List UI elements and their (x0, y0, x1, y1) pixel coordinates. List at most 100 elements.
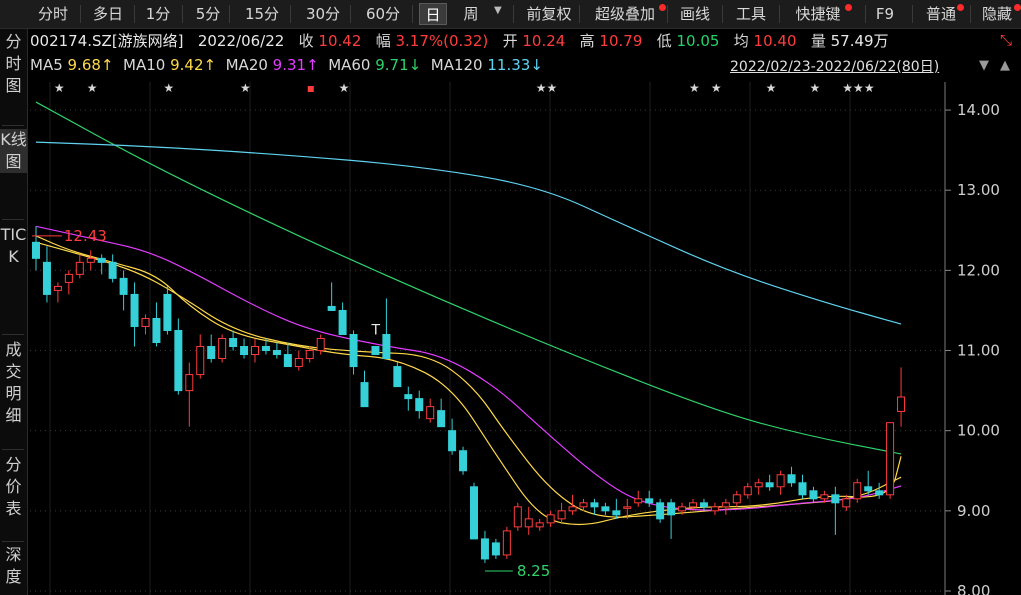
toolbar-tool-0[interactable]: 前复权 (526, 5, 572, 23)
toolbar-divider (290, 5, 291, 23)
toolbar-divider (865, 5, 866, 23)
view-sidebar: 分时图 K线图 TICK 成交明细分价表深度 (0, 29, 28, 595)
range-dropdown-caret-icon[interactable]: ▼ (979, 58, 989, 73)
toolbar-tool-7[interactable]: 隐藏 (981, 5, 1012, 23)
close-label: 收 (298, 32, 314, 50)
toolbar-tool-4[interactable]: 快捷键 (795, 5, 841, 23)
candle-body-down (765, 482, 774, 488)
event-star-icon: ★ (163, 81, 174, 95)
ma-legend-value-4: 11.33↓ (487, 56, 543, 74)
candle-body-down (491, 542, 500, 556)
sidebar-divider (2, 219, 24, 220)
event-star-icon: ★ (240, 81, 251, 95)
event-star-icon: ★★★ (842, 81, 874, 95)
toolbar-tool-6[interactable]: 普通 (925, 5, 956, 23)
event-star-icon: ★ (54, 81, 65, 95)
candle-body-down (371, 346, 380, 356)
event-star-icon: ★ (87, 81, 98, 95)
event-flag-icon (307, 86, 314, 92)
candle-body-up (853, 482, 862, 500)
candle-body-down (97, 257, 106, 263)
toolbar-tool-2[interactable]: 画线 (679, 5, 710, 23)
candle-body-up (64, 273, 73, 283)
period-tab-8[interactable]: 周 (463, 5, 479, 23)
toolbar-tool-3[interactable]: 工具 (735, 5, 766, 23)
toolbar-divider (912, 5, 913, 23)
candle-body-down (787, 474, 796, 484)
candle-body-down (108, 261, 117, 279)
period-tab-1[interactable]: 多日 (92, 5, 123, 23)
sidebar-tab-3[interactable]: 成交明细 (5, 340, 22, 425)
candle-body-down (459, 450, 468, 472)
toolbar-divider (970, 5, 971, 23)
candle-body-down (32, 241, 40, 259)
sidebar-tab-2[interactable]: TICK (0, 225, 27, 266)
candle-body-up (251, 346, 259, 356)
volume-value: 57.49万 (830, 32, 889, 50)
candle-body-down (699, 502, 708, 508)
candle-body-down (338, 309, 347, 335)
change-value: 3.17%(0.32) (395, 32, 489, 50)
open-value: 10.24 (522, 32, 566, 50)
high-annotation-label: 12.43 (64, 227, 107, 245)
candle-body-down (152, 317, 161, 344)
period-tab-7[interactable]: 日 (419, 3, 447, 25)
quote-date: 2022/06/22 (197, 32, 285, 50)
candle-body-down (130, 293, 139, 327)
candle-body-down (480, 538, 489, 560)
candle-body-down (437, 410, 446, 428)
ma-legend: MA5 9.68↑ MA10 9.42↑ MA20 9.31↑ MA60 9.7… (30, 54, 552, 76)
sidebar-divider (2, 541, 24, 542)
toolbar-divider (412, 5, 413, 23)
candle-body-down (229, 338, 238, 348)
candle-body-down (864, 486, 873, 492)
toolbar-tool-5[interactable]: F9 (875, 5, 895, 23)
candle-body-down (174, 329, 183, 392)
candle-body-up (513, 506, 522, 528)
candle-body-down (470, 486, 478, 540)
sidebar-tab-0[interactable]: 分时图 (5, 32, 22, 95)
ma-line-4 (35, 141, 902, 325)
avg-value: 10.40 (753, 32, 797, 50)
candle-body-up (535, 522, 544, 528)
period-more-caret-icon[interactable]: ▼ (494, 5, 502, 16)
period-tab-4[interactable]: 15分 (244, 5, 280, 23)
period-tab-3[interactable]: 5分 (195, 5, 221, 23)
candle-body-down (667, 502, 676, 516)
sidebar-divider (2, 334, 24, 335)
date-range-selector[interactable]: 2022/02/23-2022/06/22(80日) (730, 59, 940, 75)
candle-body-up (524, 518, 533, 528)
price-tick-label: 8.00 (957, 582, 990, 595)
candle-body-up (185, 374, 194, 392)
candle-body-down (415, 398, 424, 412)
ma-legend-value-1: 9.42↑ (170, 56, 217, 74)
sidebar-tab-4[interactable]: 分价表 (5, 455, 22, 518)
candle-body-down (119, 277, 128, 295)
range-collapse-icon[interactable]: ▲ (1000, 58, 1010, 73)
candle-body-down (163, 293, 172, 331)
ma-line-0 (35, 235, 902, 526)
candle-body-up (305, 350, 314, 360)
period-tab-5[interactable]: 30分 (305, 5, 341, 23)
candle-body-up (776, 474, 785, 488)
period-tab-2[interactable]: 1分 (145, 5, 171, 23)
notification-dot-icon (659, 4, 666, 11)
price-tick-label: 13.00 (957, 181, 1000, 199)
candle-body-up (754, 482, 763, 488)
event-star-icon: ★ (711, 81, 722, 95)
open-label: 开 (502, 32, 518, 50)
quote-expand-icon[interactable]: ⤡ (1000, 31, 1013, 49)
period-tab-6[interactable]: 60分 (365, 5, 401, 23)
candle-body-down (798, 482, 807, 496)
candle-body-up (897, 396, 906, 412)
event-star-icon: ★ (766, 81, 777, 95)
toolbar-tool-1[interactable]: 超级叠加 (594, 5, 655, 23)
period-tab-0[interactable]: 分时 (37, 5, 68, 23)
candle-body-up (502, 530, 511, 556)
sidebar-tab-5[interactable]: 深度 (5, 545, 22, 586)
candle-body-down (272, 350, 281, 356)
candle-body-down (831, 494, 840, 504)
sidebar-divider (2, 449, 24, 450)
sidebar-tab-1[interactable]: K线图 (0, 129, 27, 173)
